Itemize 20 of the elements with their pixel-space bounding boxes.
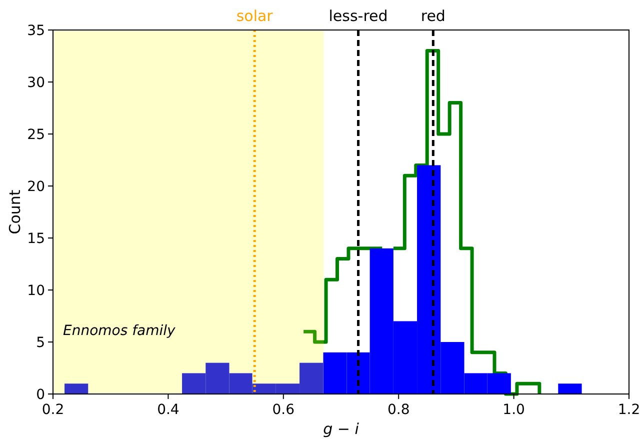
y-tick-label: 20 [27, 178, 45, 195]
x-tick-label: 0.8 [387, 402, 410, 418]
y-tick-label: 5 [36, 334, 45, 351]
ref-line-label: red [420, 7, 446, 25]
y-tick-label: 10 [27, 282, 45, 299]
y-tick-label: 15 [27, 230, 45, 247]
y-tick-label: 35 [27, 22, 45, 39]
x-tick-label: 0.4 [157, 402, 180, 418]
y-axis-title: Count [6, 190, 24, 234]
x-tick-label: 1.0 [502, 402, 525, 418]
x-tick-label: 1.2 [618, 402, 640, 418]
ref-line-label: solar [236, 7, 274, 25]
y-tick-label: 0 [36, 386, 45, 403]
y-tick-label: 30 [27, 74, 45, 91]
x-tick-label: 0.2 [42, 402, 64, 418]
x-tick-label: 0.6 [272, 402, 295, 418]
ref-line-label: less-red [328, 7, 388, 25]
band-label: Ennomos family [63, 323, 176, 339]
y-tick-label: 25 [27, 126, 45, 143]
x-axis-title: g − i [323, 420, 360, 438]
